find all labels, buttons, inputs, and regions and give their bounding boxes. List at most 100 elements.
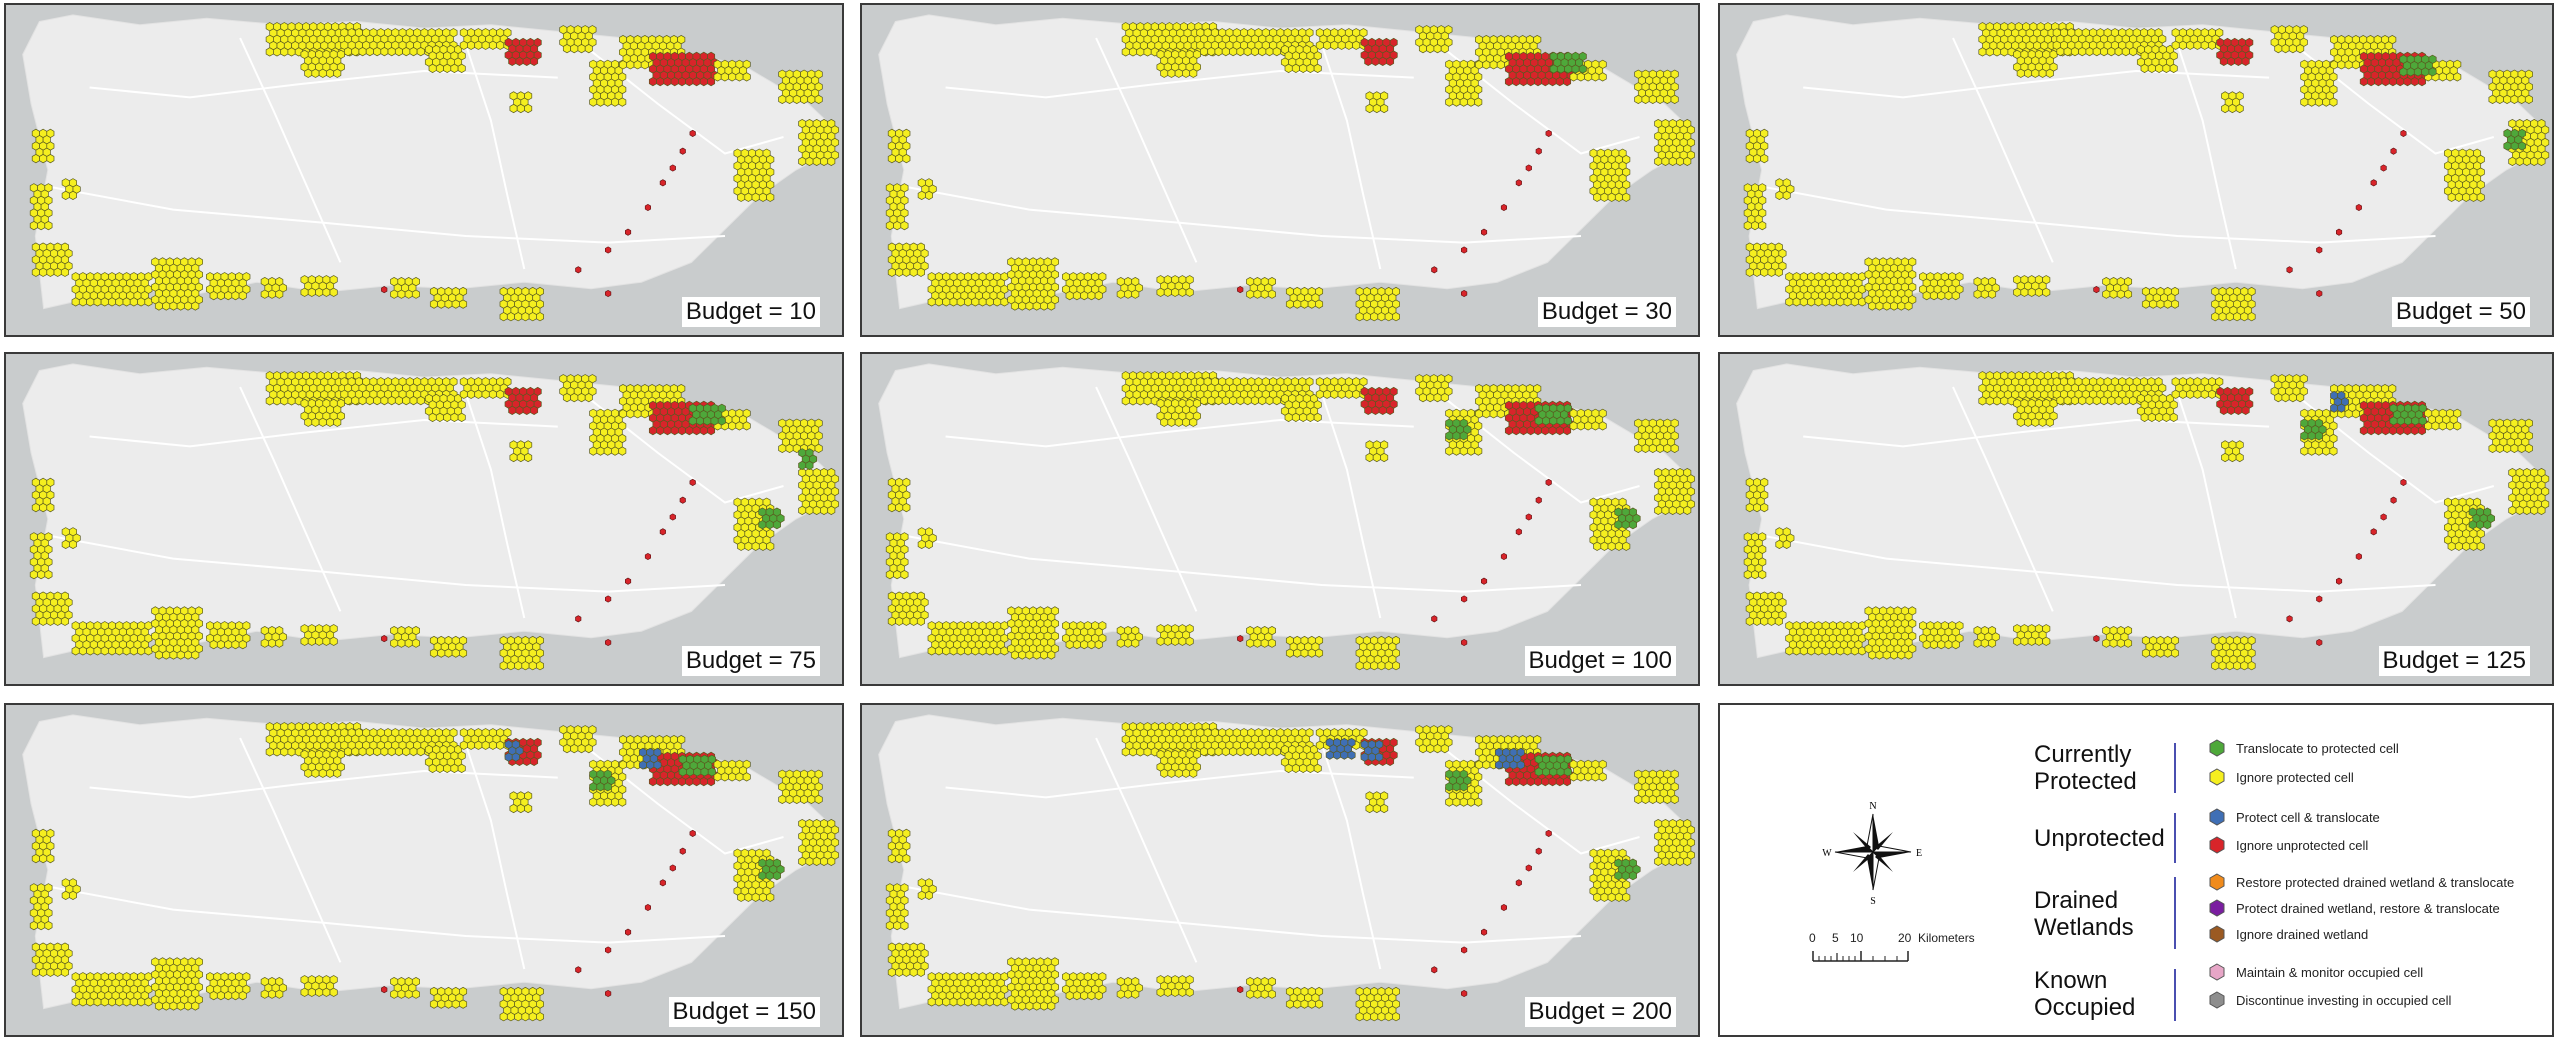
cell-unprotected <box>1515 879 1522 887</box>
cell-cluster-translocate <box>1614 858 1641 881</box>
road-line <box>89 418 558 448</box>
cell-unprotected <box>575 615 582 623</box>
cell-cluster-protected <box>2136 44 2178 74</box>
road-line <box>1803 418 2270 448</box>
cell-cluster-protected <box>1285 286 1324 309</box>
hexagon-icon <box>2209 899 2225 917</box>
legend-item-discontinue-occupied: Discontinue investing in occupied cell <box>2208 991 2451 1009</box>
cell-unprotected <box>1431 615 1438 623</box>
cell-cluster-protected <box>887 828 911 864</box>
cell-cluster-protected <box>778 418 823 454</box>
cell-cluster-protected <box>559 25 597 54</box>
cell-unprotected <box>381 635 388 643</box>
cell-unprotected <box>1460 989 1468 998</box>
cell-cluster-protected <box>2508 467 2550 516</box>
cell-cluster-protected <box>1007 957 1059 1011</box>
cell-cluster-unprotected <box>2216 37 2254 67</box>
cell-unprotected <box>2316 595 2323 603</box>
cell-unprotected <box>2316 246 2323 254</box>
swatch <box>2209 808 2225 826</box>
road-line <box>1761 185 2436 244</box>
cell-cluster-protected <box>2488 69 2533 105</box>
cell-cluster-protected <box>1280 393 1322 423</box>
cell-cluster-protected <box>31 477 55 513</box>
cell-unprotected <box>1480 228 1488 236</box>
cell-unprotected <box>1460 638 1468 647</box>
map-panel-budget-125: Budget = 125 <box>1718 352 2554 686</box>
swatch <box>2209 963 2225 981</box>
cell-cluster-protected <box>206 972 251 1001</box>
cell-unprotected <box>1480 928 1488 936</box>
cell-cluster-protected <box>300 749 345 778</box>
cell-cluster-protected <box>2102 625 2133 648</box>
map-panel-budget-200: Budget = 200 <box>860 703 1700 1037</box>
cell-cluster-protected <box>1634 418 1679 454</box>
cell-cluster-protected <box>1654 818 1695 867</box>
cell-unprotected <box>669 864 676 872</box>
compass-s: S <box>1870 896 1876 907</box>
cell-cluster-protected <box>2136 393 2178 423</box>
cell-unprotected <box>2355 552 2362 561</box>
cell-cluster-protected <box>390 276 420 299</box>
budget-label: Budget = 150 <box>668 997 820 1027</box>
road-line <box>1803 69 2270 99</box>
cell-cluster-protected <box>499 286 544 322</box>
cell-cluster-protected <box>1246 625 1276 648</box>
cell-unprotected <box>1431 266 1438 274</box>
cell-unprotected <box>1460 946 1468 954</box>
cell-cluster-protected <box>71 621 153 656</box>
legend-item-translocate-protected: Translocate to protected cell <box>2208 739 2399 757</box>
legend-category-drained-wetlands: Drained Wetlands <box>2034 887 2134 941</box>
cell-cluster-protected <box>2270 374 2308 403</box>
road-line <box>47 885 726 944</box>
cell-cluster-protected <box>1864 606 1917 660</box>
cell-cluster-protected <box>2171 28 2224 50</box>
cell-cluster-protected <box>885 183 909 231</box>
cell-cluster-protected <box>31 242 73 277</box>
cell-cluster-protected <box>260 976 287 999</box>
cell-cluster-protected <box>917 878 937 901</box>
cell-cluster-protected <box>589 408 627 456</box>
road-line <box>945 769 1414 799</box>
road-line <box>89 69 558 99</box>
compass-n: N <box>1869 801 1876 812</box>
cell-cluster-protected <box>390 976 420 999</box>
cell-cluster-protected <box>151 257 203 311</box>
cell-cluster-protected <box>260 276 287 299</box>
road-line <box>47 185 726 244</box>
hexagon-icon <box>2209 808 2225 826</box>
cell-cluster-unprotected <box>2216 386 2254 416</box>
cell-cluster-protected <box>29 883 53 931</box>
cell-cluster-translocate <box>2389 403 2427 426</box>
cell-unprotected <box>1500 203 1508 212</box>
cell-unprotected <box>2286 615 2293 623</box>
cell-cluster-protected <box>887 591 929 626</box>
cell-cluster-translocate <box>798 448 818 471</box>
budget-label: Budget = 50 <box>2391 297 2530 327</box>
road-line <box>1095 37 1198 263</box>
cell-cluster-protected <box>1919 621 1964 650</box>
cell-unprotected <box>1460 595 1468 603</box>
cell-unprotected <box>644 903 652 912</box>
cell-cluster-protected <box>733 148 775 202</box>
cell-cluster-protected <box>1415 725 1453 754</box>
cell-cluster-protected <box>1569 759 1607 782</box>
cell-cluster-protected <box>1589 497 1631 551</box>
legend-category-known-occupied: Known Occupied <box>2034 967 2136 1021</box>
cell-cluster-protected <box>887 942 929 977</box>
cell-cluster-protected <box>300 49 345 78</box>
cell-unprotected <box>1500 552 1508 561</box>
cell-unprotected <box>1431 966 1438 974</box>
cell-cluster-protected <box>1743 532 1767 580</box>
map-svg <box>878 363 1695 671</box>
cell-cluster-protected <box>31 942 73 977</box>
cell-unprotected <box>2335 577 2343 585</box>
map-svg <box>878 714 1695 1022</box>
cell-cluster-translocate <box>1445 769 1472 792</box>
cell-cluster-protected <box>2171 377 2224 399</box>
cell-unprotected <box>669 513 676 521</box>
cell-cluster-unprotected <box>648 51 719 87</box>
cell-cluster-protected <box>300 975 338 997</box>
cell-cluster-translocate <box>678 754 716 777</box>
road-line <box>903 885 1582 944</box>
